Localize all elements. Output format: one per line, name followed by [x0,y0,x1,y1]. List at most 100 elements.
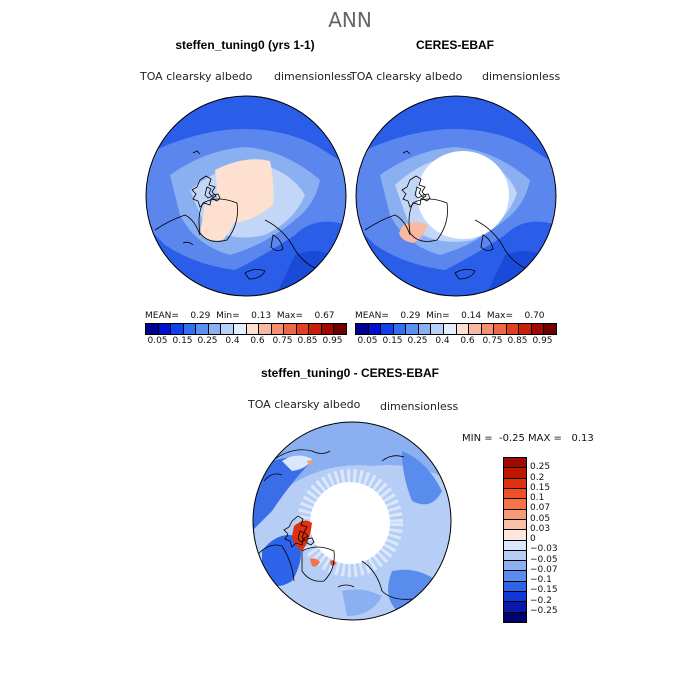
colorbar-swatch [504,509,526,520]
colorbar-swatch [431,324,444,334]
left-mean-label: MEAN= [145,311,179,321]
right-variable-label: TOA clearsky albedo [350,70,463,83]
colorbar-swatch [146,324,159,334]
diff-max-value: 0.13 [571,433,594,444]
right-mean-label: MEAN= [355,311,389,321]
colorbar-swatch [504,530,526,541]
diff-min-label: MIN = [462,433,493,444]
colorbar-tick-label: 0.15 [382,336,403,346]
colorbar-tick-label: 0.75 [482,336,503,346]
colorbar-swatch [196,324,209,334]
diff-colorbar [503,457,527,623]
colorbar-swatch [506,324,520,334]
colorbar-swatch [183,324,197,334]
colorbar-tick-label: −0.1 [530,575,552,585]
colorbar-tick-label: 0.07 [530,503,551,514]
colorbar-tick-label: 0.6 [250,336,265,346]
diff-units-label: dimensionless [380,400,459,413]
figure-title: ANN [328,8,372,32]
diff-max-label: MAX = [528,433,562,444]
colorbar-tick-label: −0.15 [530,585,558,596]
diff-stats: MIN = -0.25 MAX = 0.13 [462,433,594,444]
colorbar-tick-label: 0.25 [530,462,551,473]
colorbar-swatch [504,561,526,572]
colorbar-tick-label: 0.2 [530,472,545,483]
left-polar-map [145,95,347,297]
colorbar-swatch [443,324,457,334]
colorbar-tick-label: −0.25 [530,605,558,616]
colorbar-swatch [544,324,556,334]
colorbar-tick-label: −0.03 [530,544,558,555]
colorbar-tick-label: 0 [530,534,536,544]
diff-min-value: -0.25 [498,433,525,444]
diff-polar-map [252,421,452,621]
colorbar-swatch [208,324,222,334]
colorbar-swatch [504,612,526,622]
colorbar-tick-label: 0.4 [435,336,450,346]
colorbar-tick-label: 0.85 [507,336,528,346]
colorbar-swatch [504,478,526,489]
left-max-value: 0.67 [314,311,335,321]
right-min-value: 0.14 [461,311,482,321]
left-panel-title: steffen_tuning0 (yrs 1-1) [175,38,315,52]
colorbar-swatch [504,468,526,479]
colorbar-swatch [381,324,394,334]
colorbar-swatch [296,324,310,334]
colorbar-swatch [469,324,482,334]
colorbar-tick-label: −0.07 [530,564,558,575]
right-max-label: Max= [486,311,514,321]
colorbar-swatch [504,458,526,469]
colorbar-swatch [309,324,322,334]
colorbar-tick-label: 0.95 [322,336,343,346]
left-mean-value: 0.29 [190,311,211,321]
colorbar-swatch [504,550,526,562]
colorbar-swatch [406,324,419,334]
colorbar-tick-label: 0.05 [147,336,168,346]
right-min-label: Min= [426,311,450,321]
colorbar-swatch [504,592,526,603]
colorbar-swatch [246,324,260,334]
right-polar-map [355,95,557,297]
colorbar-swatch [504,581,526,593]
colorbar-tick-label: −0.05 [530,554,558,565]
colorbar-tick-label: −0.2 [530,595,552,606]
colorbar-swatch [284,324,297,334]
colorbar-tick-label: 0.25 [407,336,428,346]
colorbar-tick-label: 0.05 [357,336,378,346]
colorbar-swatch [456,324,470,334]
colorbar-tick-label: 0.85 [297,336,318,346]
right-max-value: 0.70 [524,311,545,321]
colorbar-swatch [504,488,526,500]
colorbar-swatch [393,324,407,334]
right-units-label: dimensionless [482,70,561,83]
colorbar-swatch [504,602,526,613]
colorbar-tick-label: 0.05 [530,513,551,524]
colorbar-tick-label: 0.4 [225,336,240,346]
colorbar-swatch [494,324,507,334]
diff-variable-label: TOA clearsky albedo [248,398,361,411]
left-units-label: dimensionless [274,70,353,83]
diff-panel-title: steffen_tuning0 - CERES-EBAF [260,366,439,380]
colorbar-tick-label: 0.1 [530,493,545,503]
colorbar-swatch [418,324,432,334]
colorbar-swatch [321,324,335,334]
colorbar-swatch [171,324,184,334]
colorbar-swatch [519,324,532,334]
colorbar-swatch [271,324,285,334]
left-min-value: 0.13 [251,311,272,321]
colorbar-tick-label: 0.15 [530,482,551,493]
colorbar-swatch [504,499,526,510]
colorbar-swatch [221,324,234,334]
right-colorbar-ticks: 0.05 0.15 0.25 0.4 0.6 0.75 0.85 0.95 [355,336,557,348]
colorbar-tick-label: 0.15 [172,336,193,346]
colorbar-swatch [356,324,369,334]
colorbar-tick-label: 0.75 [272,336,293,346]
left-variable-label: TOA clearsky albedo [140,70,253,83]
colorbar-swatch [334,324,346,334]
diff-colorbar-ticks: 0.25 0.2 0.15 0.1 0.07 0.05 0.03 0 −0.03 −0.05 −0.… [530,457,580,623]
colorbar-tick-label: 0.03 [530,523,551,534]
right-colorbar [355,323,557,335]
colorbar-swatch [259,324,272,334]
colorbar-tick-label: 0.25 [197,336,218,346]
colorbar-tick-label: 0.6 [460,336,475,346]
